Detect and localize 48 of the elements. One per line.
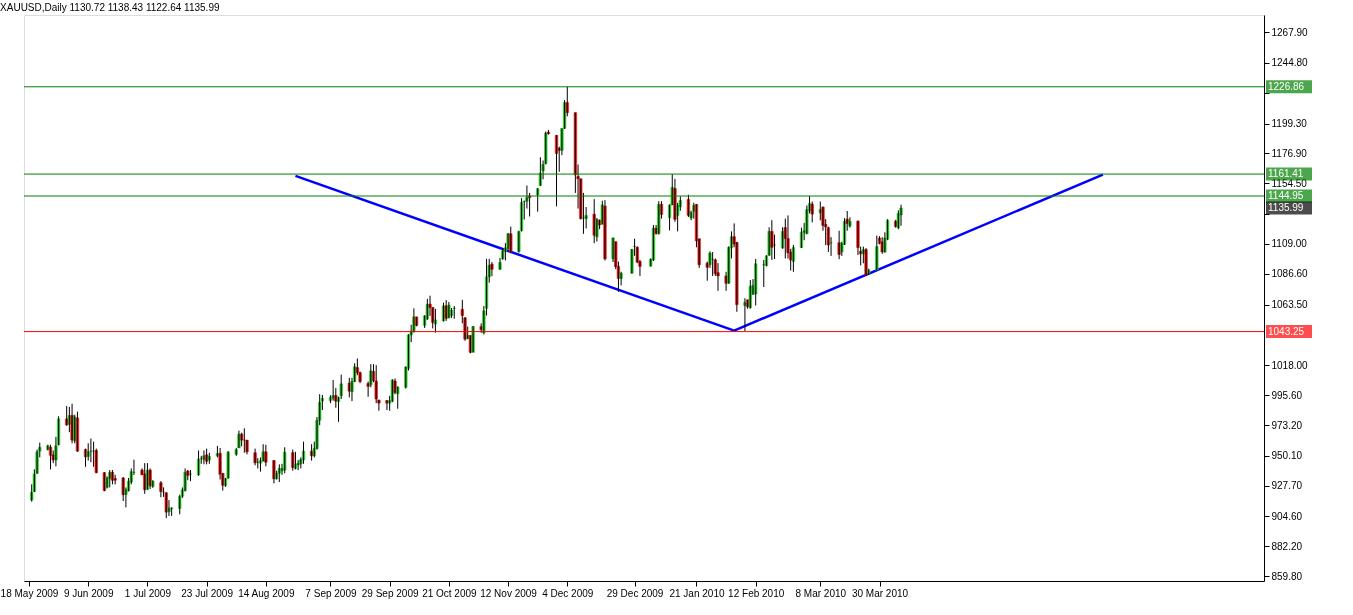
y-tick-label: 1018.00 — [1271, 359, 1309, 371]
x-tick-label: 8 Mar 2010 — [795, 587, 847, 599]
candlestick — [264, 444, 268, 467]
x-tick-label: 1 Jul 2009 — [124, 587, 172, 599]
candlestick — [754, 258, 758, 307]
x-tick-label: 14 Aug 2009 — [238, 587, 295, 599]
y-tick-label: 950.10 — [1271, 450, 1303, 462]
text: 1135.99 — [1268, 201, 1304, 213]
candlestick — [164, 491, 168, 519]
y-tick-label: 859.80 — [1271, 570, 1303, 582]
y-tick-label: 1199.30 — [1271, 118, 1308, 130]
y-tick-label: 1063.50 — [1271, 299, 1309, 311]
y-tick-label: 995.60 — [1271, 389, 1303, 401]
x-tick-label: 9 Jun 2009 — [63, 587, 114, 599]
candlestick — [283, 446, 287, 474]
y-tick-label: 904.60 — [1271, 510, 1303, 522]
y-tick-label: 1244.80 — [1271, 57, 1309, 69]
ref-line-label: 1226.86 — [1268, 80, 1305, 92]
x-tick-label: 23 Jul 2009 — [181, 587, 234, 599]
x-tick-label: 29 Sep 2009 — [361, 587, 419, 599]
x-tick-label: 12 Feb 2010 — [728, 587, 785, 599]
x-tick-label: 21 Jan 2010 — [669, 587, 725, 599]
chart-title: XAUUSD,Daily 1130.72 1138.43 1122.64 1135.99 — [0, 2, 220, 13]
x-tick-label: 21 Oct 2009 — [422, 587, 478, 599]
y-tick-label: 1086.60 — [1271, 268, 1309, 280]
y-tick-label: 1154.50 — [1271, 177, 1308, 189]
candlestick — [875, 235, 879, 272]
x-tick-label: 29 Dec 2009 — [606, 587, 664, 599]
y-tick-label: 882.20 — [1271, 540, 1303, 552]
candlestick — [339, 374, 343, 400]
x-tick-label: 4 Dec 2009 — [542, 587, 594, 599]
candlestick — [291, 449, 295, 472]
candlestick — [509, 226, 513, 254]
y-tick-label: 973.20 — [1271, 419, 1303, 431]
y-tick-label: 927.70 — [1271, 480, 1303, 492]
x-tick-label: 7 Sep 2009 — [305, 587, 357, 599]
y-tick-label: 1267.90 — [1271, 26, 1309, 38]
x-tick-label: 12 Nov 2009 — [480, 587, 538, 599]
y-tick-label: 1176.90 — [1271, 147, 1308, 159]
ref-line-label: 1161.41 — [1268, 168, 1304, 180]
candlestick — [770, 219, 774, 261]
ref-line-label: 1144.95 — [1268, 190, 1304, 201]
candlestick — [536, 187, 540, 213]
x-tick-label: 18 May 2009 — [0, 587, 59, 599]
x-tick-label: 30 Mar 2010 — [851, 587, 909, 599]
candlestick — [810, 201, 814, 223]
y-tick-label: 1109.00 — [1271, 238, 1308, 250]
ref-line-label: 1043.25 — [1268, 325, 1305, 337]
